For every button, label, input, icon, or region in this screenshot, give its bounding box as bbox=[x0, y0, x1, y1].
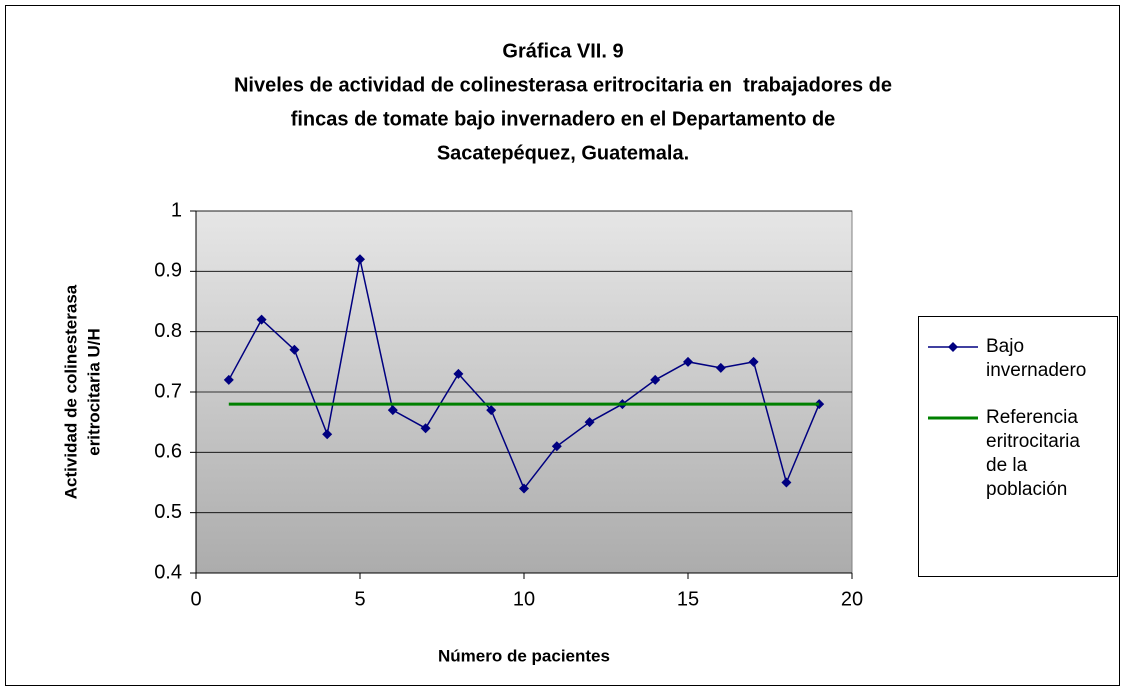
data-point bbox=[519, 483, 529, 494]
data-point bbox=[420, 423, 431, 434]
data-point bbox=[453, 368, 464, 379]
x-tick-label: 20 bbox=[841, 588, 863, 610]
data-point bbox=[322, 429, 333, 440]
legend-box bbox=[918, 316, 1118, 577]
y-tick-label: 1 bbox=[171, 199, 182, 221]
data-point bbox=[551, 441, 562, 452]
data-point bbox=[355, 254, 365, 265]
chart-title: Gráfica VII. 9 bbox=[502, 40, 623, 62]
data-point bbox=[650, 374, 661, 385]
y-tick-label: 0.9 bbox=[154, 260, 182, 282]
legend-marker bbox=[948, 342, 958, 352]
chart-subtitle: Sacatepéquez, Guatemala. bbox=[437, 142, 689, 164]
x-tick-label: 0 bbox=[190, 588, 201, 610]
x-tick-label: 5 bbox=[354, 588, 365, 610]
data-point bbox=[781, 477, 792, 488]
data-point bbox=[584, 417, 595, 428]
data-point bbox=[223, 374, 234, 385]
x-axis-label: Número de pacientes bbox=[438, 646, 610, 665]
x-tick-label: 15 bbox=[677, 588, 699, 610]
y-tick-label: 0.7 bbox=[154, 380, 182, 402]
chart-subtitle: fincas de tomate bajo invernadero en el … bbox=[291, 108, 836, 130]
data-point bbox=[387, 405, 398, 416]
data-point bbox=[289, 344, 300, 355]
y-tick-label: 0.5 bbox=[154, 501, 182, 523]
chart-subtitle: Niveles de actividad de colinesterasa er… bbox=[234, 74, 892, 96]
data-point bbox=[748, 356, 759, 367]
data-point bbox=[683, 356, 693, 367]
y-tick-label: 0.4 bbox=[154, 561, 182, 583]
data-point bbox=[715, 362, 726, 373]
y-tick-label: 0.8 bbox=[154, 320, 182, 342]
y-tick-label: 0.6 bbox=[154, 441, 182, 463]
y-axis-label: Actividad de colinesterasa eritrocitaria … bbox=[62, 284, 104, 499]
data-point bbox=[256, 314, 267, 325]
legend-label: Bajo invernadero bbox=[986, 336, 1086, 381]
legend-label: Referencia eritrocitaria de la población bbox=[986, 407, 1080, 500]
x-tick-label: 10 bbox=[513, 588, 535, 610]
data-point bbox=[486, 405, 497, 416]
